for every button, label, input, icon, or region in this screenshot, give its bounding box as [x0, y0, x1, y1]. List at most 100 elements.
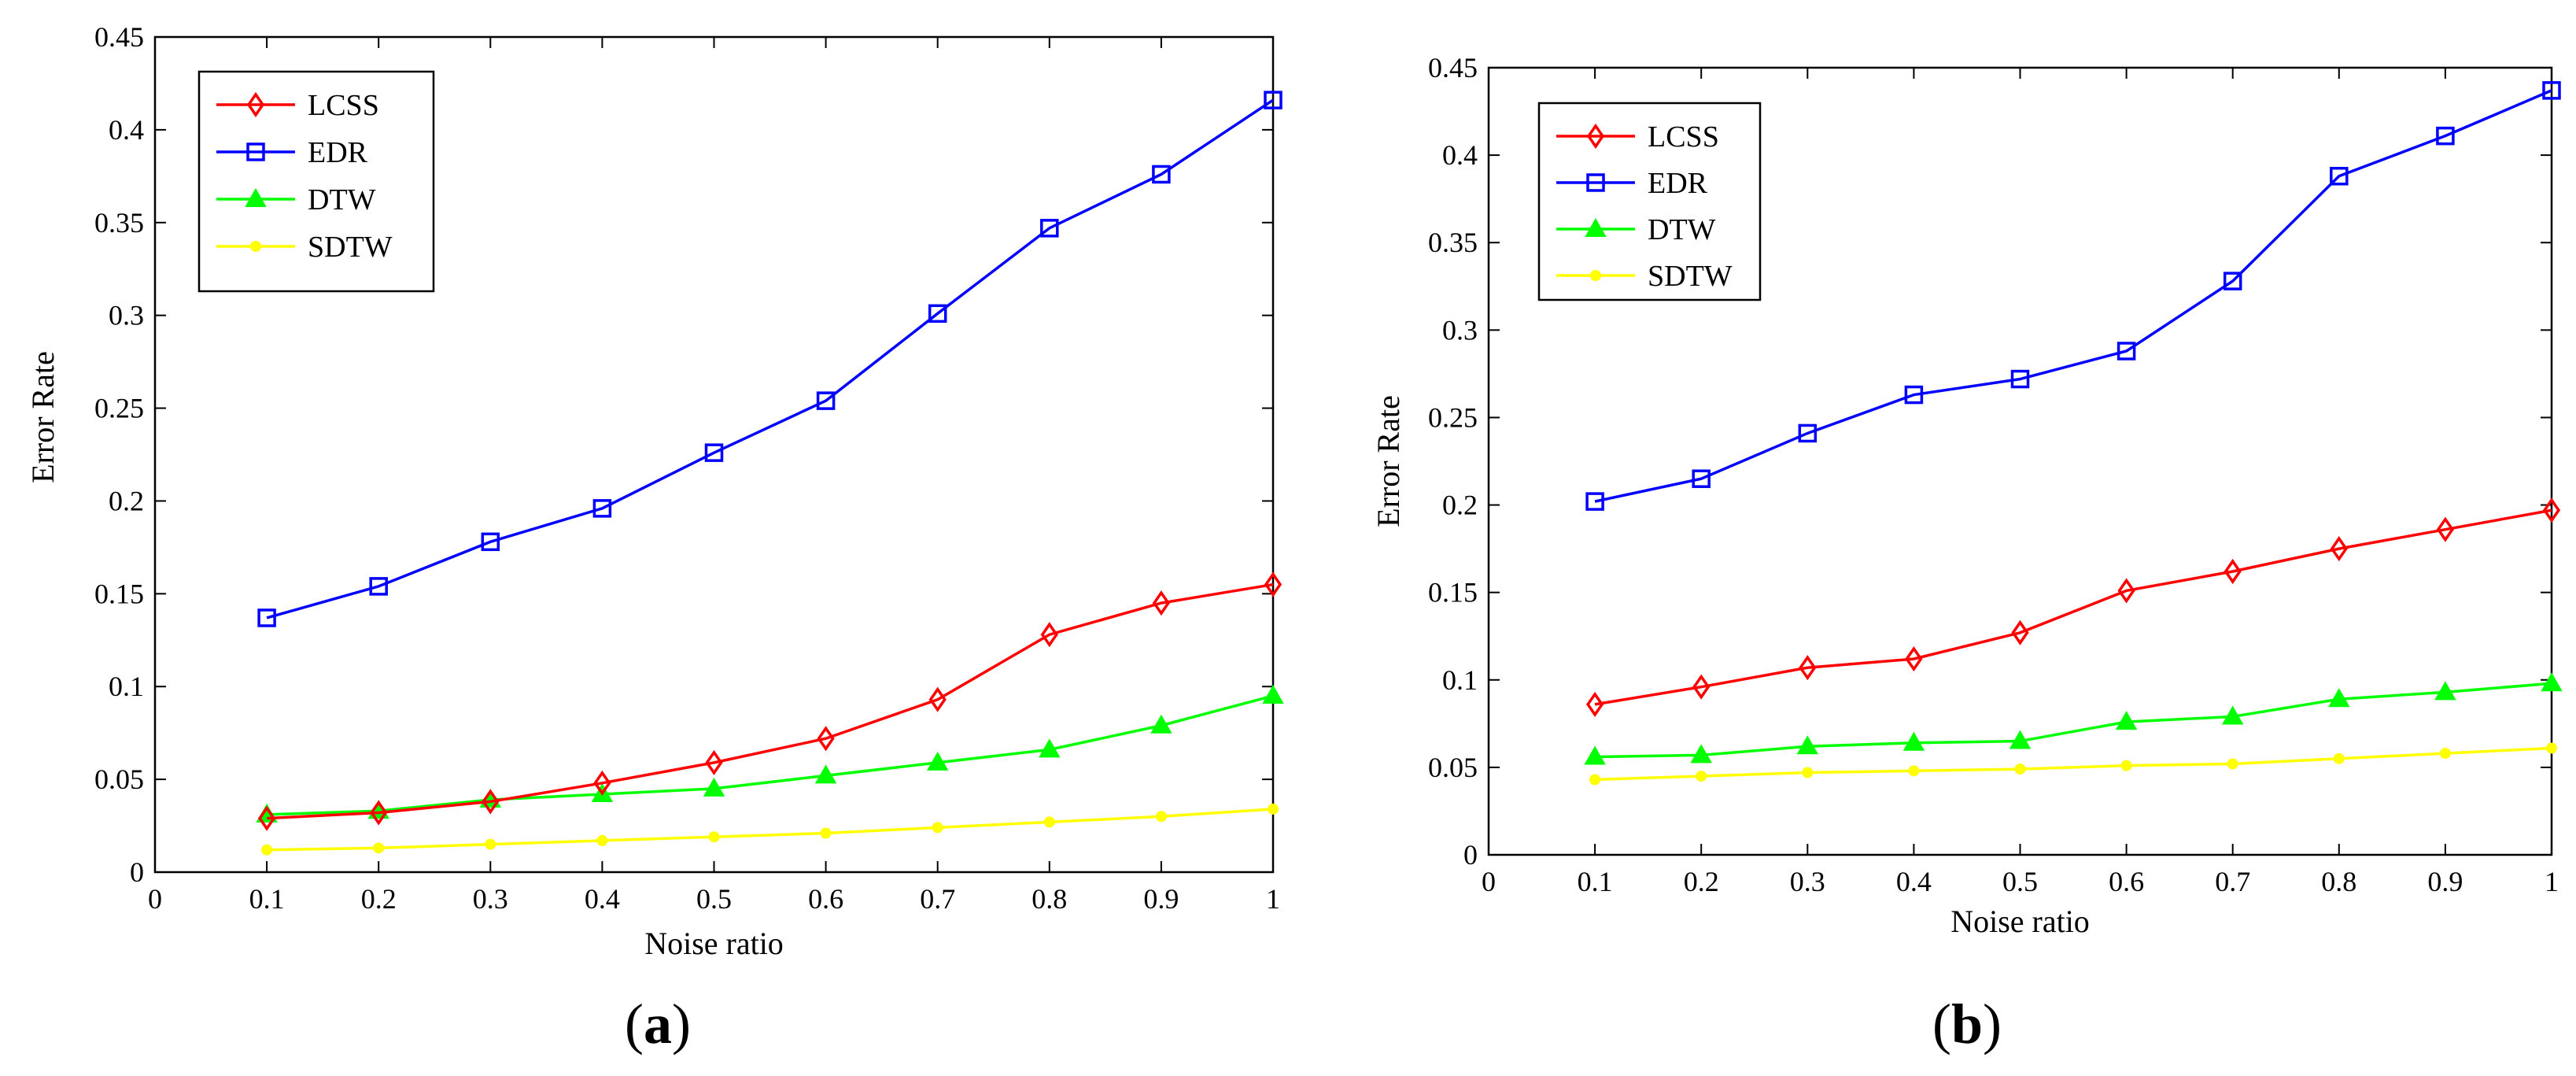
y-tick-label: 0.3 — [109, 300, 144, 331]
data-point-edr — [592, 499, 612, 518]
legend-label-lcss: LCSS — [308, 89, 379, 122]
data-point-lcss — [2117, 578, 2135, 604]
data-point-sdtw — [596, 834, 608, 846]
data-point-dtw — [2328, 688, 2350, 708]
x-axis-label: Noise ratio — [1950, 904, 2090, 939]
data-point-edr — [704, 443, 724, 462]
y-tick-label: 0.3 — [1442, 314, 1478, 346]
data-point-edr — [1264, 91, 1282, 109]
y-tick-label: 0.4 — [109, 114, 144, 146]
x-tick-label: 0.5 — [696, 883, 732, 915]
data-point-edr — [1692, 469, 1711, 488]
y-tick-label: 0.2 — [1442, 490, 1478, 521]
data-point-edr — [928, 304, 947, 324]
y-tick-label: 0.1 — [109, 671, 144, 702]
y-tick-label: 0.4 — [1442, 139, 1478, 171]
data-point-lcss — [1152, 590, 1171, 616]
data-point-edr — [1040, 219, 1059, 238]
legend-label-dtw: DTW — [1648, 213, 1716, 246]
data-point-edr — [2542, 81, 2561, 100]
y-tick-label: 0.25 — [1428, 401, 1478, 433]
legend-marker-lcss — [1586, 123, 1605, 150]
data-point-sdtw — [2120, 760, 2132, 771]
data-point-edr — [257, 608, 276, 627]
data-point-lcss — [928, 686, 947, 712]
data-point-edr — [1798, 423, 1818, 443]
data-point-edr — [1585, 492, 1604, 511]
y-tick-label: 0.35 — [1428, 227, 1478, 258]
data-point-edr — [816, 391, 836, 410]
series-line-edr — [266, 98, 1274, 619]
y-tick-label: 0.05 — [1428, 752, 1478, 783]
data-point-sdtw — [1696, 771, 1707, 782]
data-point-lcss — [257, 805, 276, 831]
series-line-lcss — [267, 582, 1274, 820]
legend-label-edr: EDR — [308, 136, 368, 169]
legend-marker-edr — [1586, 173, 1605, 192]
chart-b: 0 0.1 0.2 0.3 0.4 0.5 0.6 0.7 0.8 0.9 1 0 0.05 0.1 0.1… — [1371, 52, 2563, 939]
y-axis-label: Error Rate — [1371, 395, 1406, 527]
series-line-lcss — [1594, 508, 2552, 706]
data-point-sdtw — [820, 827, 832, 839]
x-tick-label: 0.1 — [1578, 866, 1613, 897]
data-point-sdtw — [932, 822, 943, 834]
x-tick-label: 0 — [148, 883, 162, 915]
data-point-edr — [369, 577, 388, 596]
data-point-lcss — [1799, 655, 1817, 681]
legend-label-lcss: LCSS — [1648, 120, 1719, 153]
x-tick-label: 0.9 — [2427, 866, 2463, 897]
data-point-sdtw — [485, 838, 496, 850]
x-tick-label: 0.1 — [249, 883, 285, 915]
y-axis-label: Error Rate — [25, 351, 61, 483]
legend-label-edr: EDR — [1648, 167, 1708, 200]
data-point-dtw — [1584, 745, 1606, 765]
y-tick-label: 0 — [1463, 839, 1478, 871]
legend-label-sdtw: SDTW — [1648, 260, 1733, 293]
y-tick-label: 0.45 — [94, 21, 144, 53]
data-point-sdtw — [708, 831, 720, 843]
x-axis-label: Noise ratio — [644, 926, 784, 961]
x-tick-label: 0 — [1482, 866, 1496, 897]
legend-marker-sdtw — [250, 241, 261, 252]
data-point-sdtw — [2546, 742, 2557, 754]
data-point-sdtw — [2439, 748, 2451, 760]
data-point-edr — [481, 532, 500, 552]
x-tick-label: 0.2 — [361, 883, 397, 915]
legend-marker-edr — [246, 142, 265, 161]
x-tick-label: 0.4 — [585, 883, 620, 915]
x-tick-label: 0.8 — [2321, 866, 2356, 897]
data-point-lcss — [1264, 571, 1282, 597]
data-point-lcss — [482, 789, 500, 815]
data-point-dtw — [2115, 711, 2138, 730]
y-tick-label: 0.2 — [109, 485, 144, 516]
series-line-sdtw — [267, 808, 1274, 852]
data-point-lcss — [1040, 622, 1058, 648]
data-point-dtw — [1690, 744, 1712, 764]
panel-label-b: (b) — [1932, 993, 2002, 1056]
data-point-sdtw — [1043, 816, 1055, 828]
data-point-dtw — [703, 777, 725, 797]
data-point-dtw — [926, 751, 949, 771]
data-point-dtw — [814, 764, 837, 784]
data-point-lcss — [705, 749, 723, 775]
data-point-dtw — [1039, 738, 1061, 758]
data-point-edr — [2117, 342, 2136, 361]
data-point-lcss — [2330, 536, 2348, 562]
data-point-sdtw — [373, 842, 385, 854]
data-point-sdtw — [1908, 765, 1920, 777]
x-tick-label: 0.6 — [808, 883, 843, 915]
data-point-sdtw — [261, 844, 273, 856]
x-tick-label: 0.4 — [1896, 866, 1932, 897]
data-point-dtw — [2221, 705, 2244, 725]
y-tick-label: 0.1 — [1442, 664, 1478, 696]
legend-marker-lcss — [246, 91, 265, 118]
data-point-dtw — [2434, 681, 2456, 701]
data-point-sdtw — [1589, 774, 1601, 786]
panel-label-a: (a) — [625, 993, 691, 1056]
legend-box — [197, 70, 435, 293]
series-line-sdtw — [1595, 746, 2552, 782]
data-point-dtw — [2009, 730, 2032, 749]
data-point-lcss — [817, 726, 835, 752]
chart-a: 0 0.1 0.2 0.3 0.4 0.5 0.6 0.7 0.8 0.9 1 0 0.05 0.1 0.1… — [25, 21, 1284, 961]
data-point-sdtw — [1268, 803, 1279, 815]
